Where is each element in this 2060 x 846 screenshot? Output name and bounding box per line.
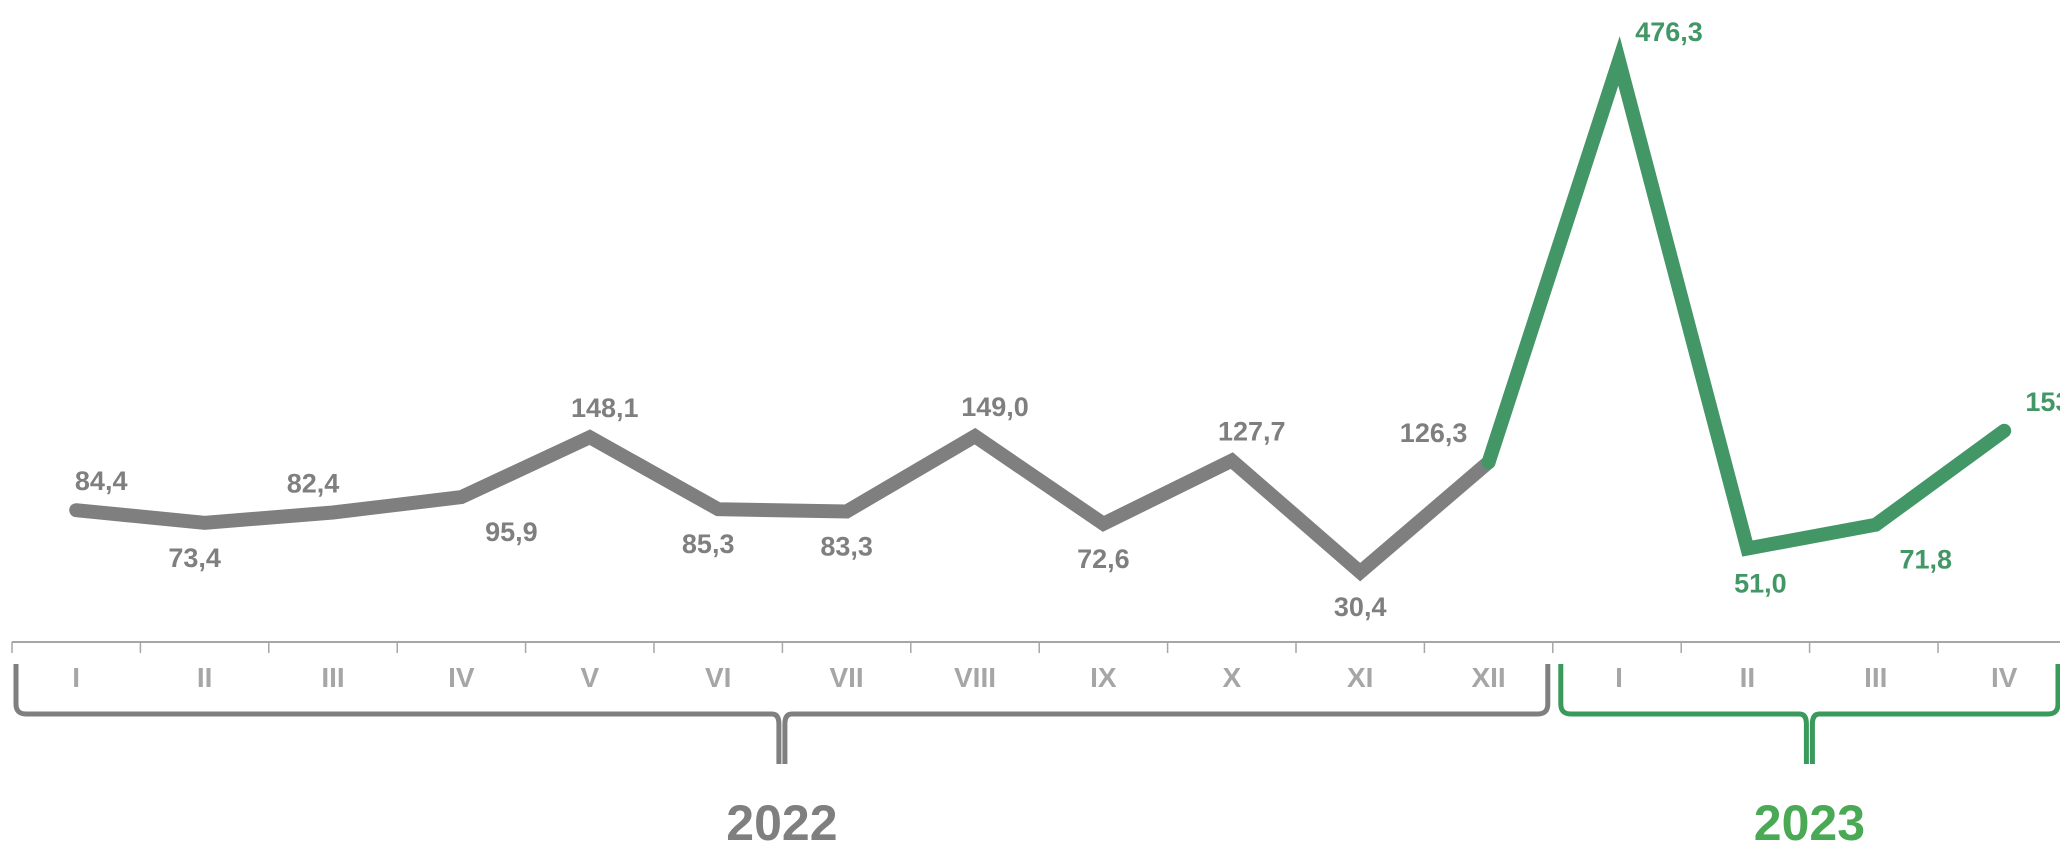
data-label: 476,3 bbox=[1635, 17, 1703, 47]
data-label: 95,9 bbox=[485, 517, 538, 547]
data-label: 30,4 bbox=[1334, 592, 1387, 622]
group-brace-2022 bbox=[13, 664, 1551, 764]
data-label: 85,3 bbox=[682, 529, 735, 559]
data-label: 83,3 bbox=[820, 531, 873, 561]
data-label: 153,7 bbox=[2025, 387, 2060, 417]
data-label: 148,1 bbox=[571, 393, 639, 423]
data-label: 127,7 bbox=[1218, 417, 1286, 447]
x-tick-label: IV bbox=[448, 662, 475, 693]
x-tick-label: I bbox=[1615, 662, 1623, 693]
data-label: 71,8 bbox=[1900, 545, 1953, 575]
data-label: 126,3 bbox=[1400, 418, 1468, 448]
x-tick-label: I bbox=[72, 662, 80, 693]
series-line-2022 bbox=[69, 427, 1496, 582]
x-tick-label: XII bbox=[1471, 662, 1505, 693]
data-label: 84,4 bbox=[75, 466, 128, 496]
data-label: 82,4 bbox=[287, 469, 340, 499]
x-tick-label: IV bbox=[1991, 662, 2018, 693]
x-tick-label: II bbox=[1740, 662, 1756, 693]
x-tick-label: II bbox=[197, 662, 213, 693]
x-tick-label: III bbox=[321, 662, 344, 693]
data-label: 149,0 bbox=[961, 392, 1029, 422]
series-line-2023 bbox=[1481, 36, 2012, 557]
year-label-2022: 2022 bbox=[726, 795, 837, 846]
x-tick-label: IX bbox=[1090, 662, 1117, 693]
group-brace-2023 bbox=[1558, 664, 2060, 764]
data-label: 72,6 bbox=[1077, 544, 1130, 574]
year-label-2023: 2023 bbox=[1754, 795, 1865, 846]
data-label: 51,0 bbox=[1734, 569, 1787, 599]
x-tick-label: VII bbox=[829, 662, 863, 693]
data-label: 73,4 bbox=[168, 543, 221, 573]
x-tick-label: X bbox=[1222, 662, 1241, 693]
x-tick-label: XI bbox=[1347, 662, 1373, 693]
x-tick-label: III bbox=[1864, 662, 1887, 693]
x-tick-label: V bbox=[580, 662, 599, 693]
x-tick-label: VI bbox=[705, 662, 731, 693]
x-tick-label: VIII bbox=[954, 662, 996, 693]
